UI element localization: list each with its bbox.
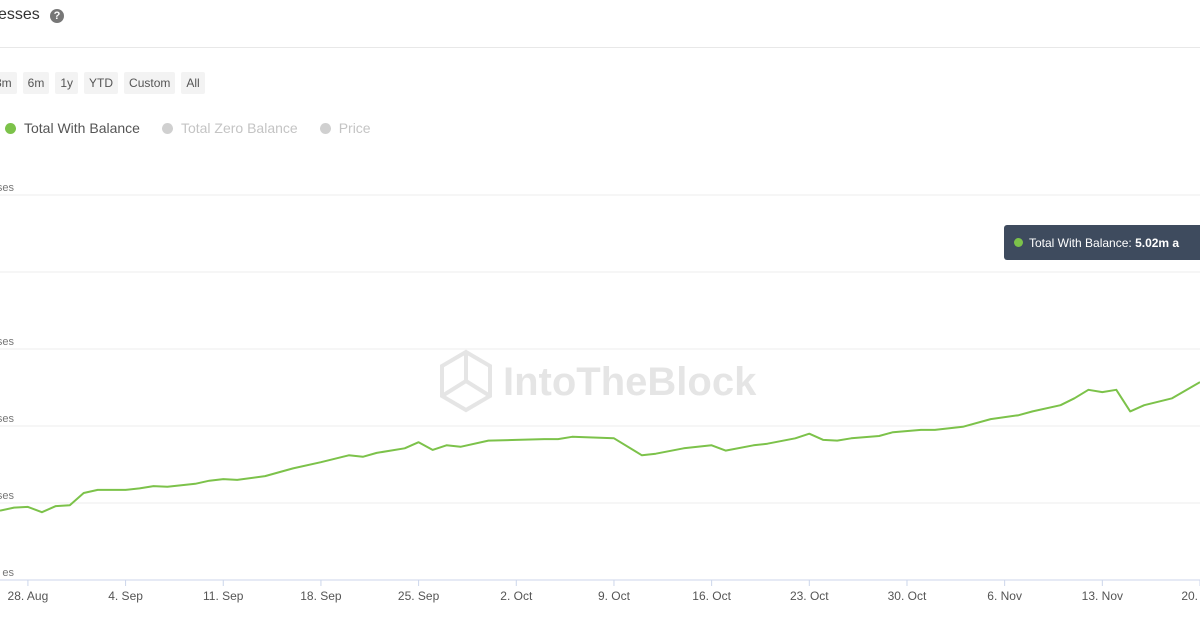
x-tick-label: 16. Oct bbox=[692, 589, 731, 603]
x-tick-label: 28. Aug bbox=[8, 589, 49, 603]
x-tick-label: 23. Oct bbox=[790, 589, 829, 603]
x-tick-label: 11. Sep bbox=[203, 589, 244, 603]
legend-label: Price bbox=[338, 120, 371, 136]
series-line bbox=[0, 381, 1200, 514]
range-button[interactable]: All bbox=[181, 72, 205, 94]
watermark-text: IntoTheBlock bbox=[503, 360, 757, 404]
watermark: IntoTheBlock bbox=[440, 349, 757, 413]
x-tick-label: 9. Oct bbox=[598, 589, 631, 603]
chart-title: esses bbox=[0, 6, 40, 23]
x-tick-label: 30. Oct bbox=[888, 589, 927, 603]
help-icon[interactable]: ? bbox=[50, 9, 64, 23]
divider bbox=[0, 47, 1200, 48]
x-tick-label: 13. Nov bbox=[1082, 589, 1123, 603]
legend-dot bbox=[319, 122, 331, 134]
x-tick-label: 18. Sep bbox=[300, 589, 342, 603]
tooltip-dot bbox=[1014, 238, 1023, 247]
legend-dot bbox=[5, 122, 16, 134]
legend-item[interactable]: Price bbox=[319, 120, 371, 136]
legend-dot bbox=[161, 122, 173, 134]
legend-item[interactable]: Total With Balance bbox=[5, 120, 140, 136]
tooltip: Total With Balance: 5.02m a bbox=[1004, 225, 1200, 260]
x-tick-label: 6. Nov bbox=[987, 589, 1022, 603]
range-button[interactable]: 1y bbox=[55, 72, 79, 94]
range-buttons: 3m6m1yYTDCustomAll bbox=[0, 72, 205, 94]
x-tick-label: 20. bbox=[1181, 589, 1198, 603]
y-tick-label: sses bbox=[0, 490, 14, 502]
y-tick-label: es bbox=[2, 567, 14, 579]
tooltip-label: Total With Balance: bbox=[1029, 235, 1132, 250]
legend-label: Total With Balance bbox=[24, 120, 140, 136]
x-tick-label: 25. Sep bbox=[398, 589, 440, 603]
y-tick-label: sses bbox=[0, 336, 14, 348]
x-tick-label: 2. Oct bbox=[500, 589, 533, 603]
y-tick-label: sses bbox=[0, 182, 14, 194]
watermark-logo bbox=[440, 349, 492, 413]
range-button[interactable]: 3m bbox=[0, 72, 17, 94]
range-button[interactable]: 6m bbox=[22, 72, 50, 94]
range-button[interactable]: YTD bbox=[84, 72, 119, 94]
x-tick-label: 4. Sep bbox=[108, 589, 143, 603]
range-button[interactable]: Custom bbox=[124, 72, 176, 94]
legend-label: Total Zero Balance bbox=[180, 120, 298, 136]
tooltip-value: 5.02m a bbox=[1135, 235, 1180, 250]
legend: Total With Balance Total Zero Balance Pric… bbox=[5, 120, 371, 136]
y-tick-label: sses bbox=[0, 413, 14, 425]
legend-item[interactable]: Total Zero Balance bbox=[161, 120, 298, 136]
